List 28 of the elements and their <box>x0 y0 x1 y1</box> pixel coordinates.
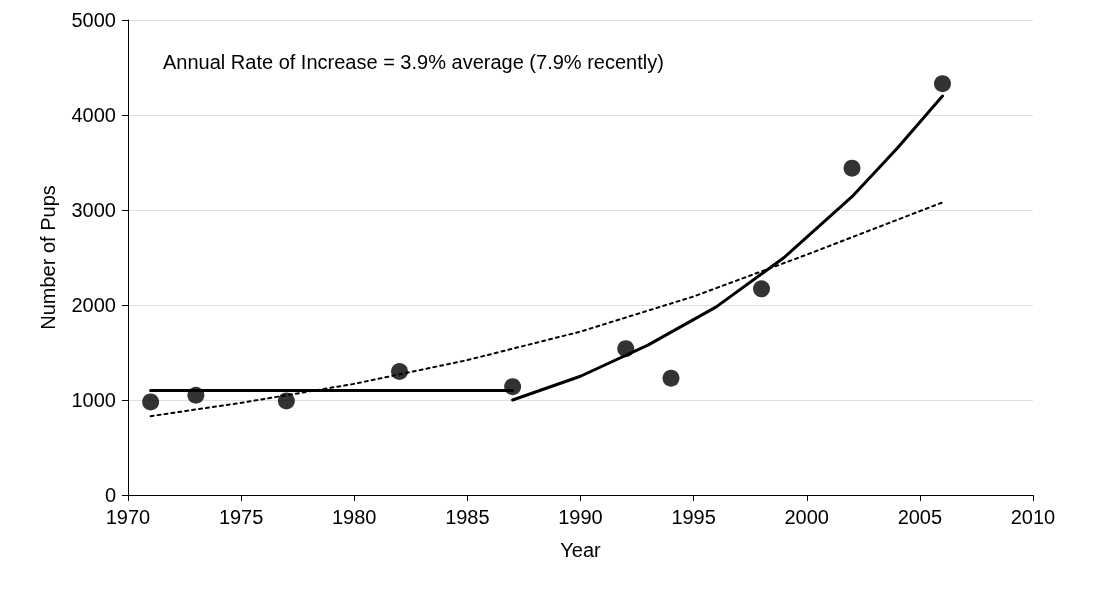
x-tick-label: 1990 <box>558 506 603 528</box>
y-tick-label: 2000 <box>71 294 116 316</box>
y-tick-label: 0 <box>104 484 116 506</box>
y-axis-title: Number of Pups <box>37 185 59 330</box>
point <box>187 386 205 404</box>
y-tick-label: 5000 <box>71 9 116 31</box>
point <box>843 159 861 177</box>
x-tick-label: 2010 <box>1010 506 1056 528</box>
y-tick-label: 1000 <box>71 389 116 411</box>
point <box>504 378 522 396</box>
point <box>142 393 160 411</box>
point <box>391 363 408 380</box>
x-tick-label: 2000 <box>784 506 829 528</box>
annotation: Annual Rate of Increase = 3.9% average (7.9% recently) <box>163 51 664 73</box>
point <box>617 340 635 358</box>
x-tick-label: 1980 <box>332 506 377 528</box>
y-tick-label: 3000 <box>71 199 116 221</box>
x-axis-title: Year <box>560 539 602 561</box>
point <box>662 369 680 387</box>
x-tick-label: 1995 <box>671 506 716 528</box>
point <box>753 280 770 298</box>
point <box>934 75 951 93</box>
x-tick-label: 1975 <box>218 506 264 528</box>
point <box>277 392 295 410</box>
x-tick-label: 1985 <box>445 506 490 528</box>
y-tick-label: 4000 <box>71 104 116 126</box>
x-tick-label: 2005 <box>897 506 943 528</box>
x-tick-label: 1970 <box>105 506 151 528</box>
